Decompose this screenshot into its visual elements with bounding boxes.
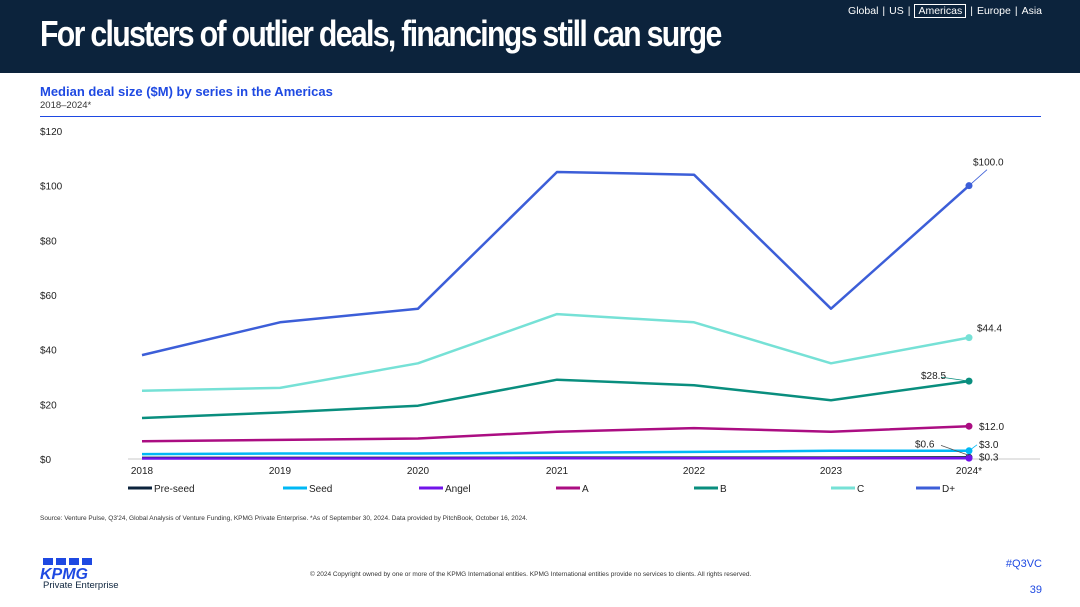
data-label: $44.4 — [977, 324, 1002, 335]
data-label: $100.0 — [973, 158, 1004, 169]
series-line-seed — [141, 449, 969, 456]
page-number: 39 — [1029, 584, 1042, 596]
series-line-a — [141, 424, 970, 443]
data-label: $12.0 — [979, 422, 1004, 433]
region-nav: Global | US | Americas | Europe | Asia — [848, 4, 1042, 18]
x-tick-label: 2019 — [269, 466, 292, 477]
y-tick-label: $0 — [40, 455, 52, 466]
end-marker-a — [965, 422, 973, 430]
series-line-d- — [141, 170, 970, 357]
header-bar: For clusters of outlier deals, financing… — [0, 0, 1080, 73]
kpmg-logo-mark: KPMG — [40, 558, 92, 583]
region-global[interactable]: Global — [848, 5, 879, 17]
nav-separator: | — [907, 5, 911, 17]
data-label: $28.5 — [921, 371, 946, 382]
copyright: © 2024 Copyright owned by one or more of… — [310, 571, 752, 578]
leader-line — [968, 444, 978, 452]
y-tick-label: $80 — [40, 236, 57, 247]
title-divider — [40, 116, 1041, 117]
x-tick-label: 2024* — [956, 466, 982, 477]
chart-title: Median deal size ($M) by series in the A… — [40, 84, 333, 99]
y-tick-label: $60 — [40, 291, 57, 302]
legend-label: Angel — [445, 484, 471, 495]
legend-label: Pre-seed — [154, 484, 195, 495]
y-tick-label: $120 — [40, 127, 63, 138]
legend-label: A — [582, 484, 589, 495]
leader-line — [968, 169, 988, 186]
legend-label: D+ — [942, 484, 955, 495]
y-tick-label: $40 — [40, 346, 57, 357]
series-line-c — [141, 312, 970, 392]
end-marker-angel — [965, 454, 973, 462]
legend-label: B — [720, 484, 727, 495]
x-tick-label: 2022 — [683, 466, 706, 477]
region-asia[interactable]: Asia — [1021, 5, 1042, 17]
legend-label: Seed — [309, 484, 332, 495]
x-tick-label: 2023 — [820, 466, 843, 477]
nav-separator: | — [970, 5, 973, 17]
y-tick-label: $20 — [40, 400, 57, 411]
kpmg-logo: KPMG — [40, 558, 100, 585]
line-chart: $0 $20 $40 $60 $80 $100 $120 2018 2019 2020 2021 20… — [40, 127, 1040, 495]
logo-subtitle: Private Enterprise — [43, 580, 119, 591]
nav-separator: | — [1014, 5, 1018, 17]
end-marker-c — [965, 334, 973, 342]
kpmg-logo-text: KPMG — [40, 566, 88, 580]
data-label: $0.3 — [979, 452, 999, 463]
leader-line — [940, 376, 970, 382]
region-us[interactable]: US — [889, 5, 904, 17]
x-tick-label: 2020 — [407, 466, 430, 477]
x-tick-label: 2018 — [131, 466, 154, 477]
leader-line — [940, 444, 970, 456]
nav-separator: | — [882, 5, 886, 17]
x-tick-label: 2021 — [546, 466, 569, 477]
source-note: Source: Venture Pulse, Q3'24, Global Ana… — [40, 515, 528, 522]
region-europe[interactable]: Europe — [976, 5, 1011, 17]
y-tick-label: $100 — [40, 182, 63, 193]
series-line-b — [141, 378, 970, 420]
chart-subtitle: 2018–2024* — [40, 100, 92, 111]
page-title: For clusters of outlier deals, financing… — [40, 13, 722, 54]
data-label: $0.6 — [915, 439, 935, 450]
data-label: $3.0 — [979, 440, 999, 451]
hashtag: #Q3VC — [1005, 558, 1042, 570]
region-americas[interactable]: Americas — [914, 4, 967, 18]
legend-label: C — [857, 484, 864, 495]
